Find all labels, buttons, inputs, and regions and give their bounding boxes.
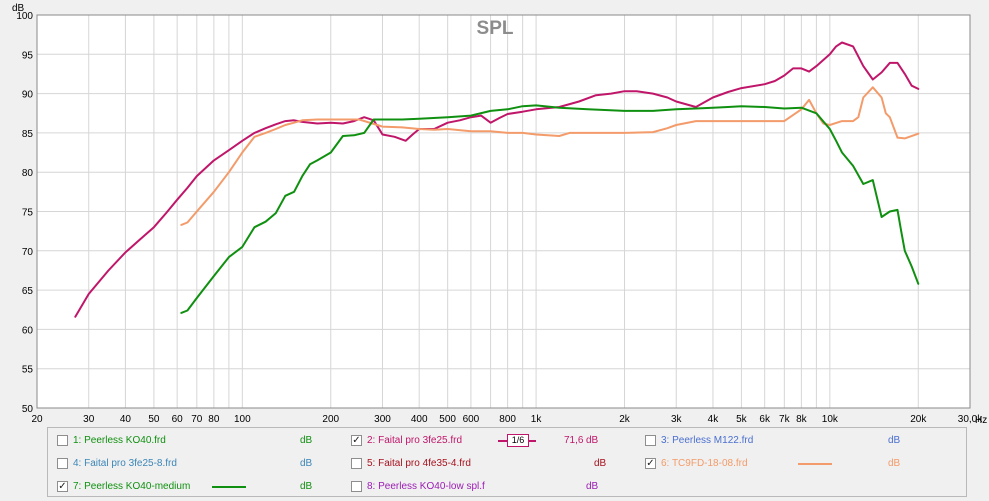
y-axis-ticks: 50 55 60 65 70 75 80 85 90 95 100 <box>16 11 33 415</box>
x-tick-label: 300 <box>374 414 391 425</box>
x-tick-label: 20k <box>910 414 927 425</box>
x-tick-label: 1k <box>531 414 543 425</box>
x-axis-ticks: 20 30 40 50 60 70 80 100 200 300 400 500 600 800 1k 2k 3… <box>31 414 983 425</box>
x-tick-label: 4k <box>708 414 720 425</box>
x-tick-label: 200 <box>322 414 339 425</box>
series-line-3 <box>180 104 920 314</box>
x-tick-label: 2k <box>619 414 631 425</box>
y-tick-label: 80 <box>22 168 34 179</box>
legend-item-7[interactable]: ✓ 7: Peerless KO40-medium dB <box>57 480 327 494</box>
y-tick-label: 90 <box>22 90 34 101</box>
x-tick-label: 800 <box>499 414 516 425</box>
legend-label-6: 6: TC9FD-18-08.frd <box>661 458 748 469</box>
y-tick-label: 70 <box>22 247 34 258</box>
legend-checkbox-5[interactable] <box>351 458 362 469</box>
legend-checkbox-8[interactable] <box>351 481 362 492</box>
x-tick-label: 80 <box>208 414 220 425</box>
legend-unit-8: dB <box>586 481 599 492</box>
x-tick-label: 30 <box>83 414 95 425</box>
x-tick-label: 30,0k <box>958 414 983 425</box>
legend-checkbox-6[interactable]: ✓ <box>645 458 656 469</box>
legend-checkbox-2[interactable]: ✓ <box>351 435 362 446</box>
legend-unit-2: dB <box>586 435 599 446</box>
legend-checkbox-3[interactable] <box>645 435 656 446</box>
legend-label-7: 7: Peerless KO40-medium <box>73 481 191 492</box>
x-tick-label: 60 <box>172 414 184 425</box>
legend-item-3[interactable]: 3: Peerless M122.frd dB <box>645 434 925 448</box>
legend-checkbox-1[interactable] <box>57 435 68 446</box>
legend-label-1: 1: Peerless KO40.frd <box>73 435 166 446</box>
x-tick-label: 8k <box>796 414 808 425</box>
x-tick-label: 70 <box>191 414 203 425</box>
legend-label-8: 8: Peerless KO40-low spl.f <box>367 481 485 492</box>
chart-title: SPL <box>477 18 514 39</box>
x-tick-label: 3k <box>671 414 683 425</box>
x-tick-label: 10k <box>822 414 839 425</box>
y-tick-label: 95 <box>22 50 34 61</box>
legend-item-5[interactable]: 5: Faital pro 4fe35-4.frd dB <box>351 457 631 471</box>
legend-unit-7: dB <box>300 481 313 492</box>
series-line-2 <box>180 86 920 226</box>
spl-chart: 50 55 60 65 70 75 80 85 90 95 100 20 30 40 50 60 70 80 10… <box>12 3 987 426</box>
legend-label-4: 4: Faital pro 3fe25-8.frd <box>73 458 177 469</box>
legend-unit-4: dB <box>300 458 313 469</box>
smoothing-selector[interactable]: 1/6 <box>507 434 529 447</box>
x-tick-label: 100 <box>234 414 251 425</box>
y-tick-label: 85 <box>22 129 34 140</box>
x-axis-unit: Hz <box>975 415 987 426</box>
x-tick-label: 20 <box>31 414 43 425</box>
legend-checkbox-4[interactable] <box>57 458 68 469</box>
x-tick-label: 50 <box>148 414 160 425</box>
x-tick-label: 7k <box>779 414 791 425</box>
y-tick-label: 55 <box>22 365 34 376</box>
legend-item-1[interactable]: 1: Peerless KO40.frd dB <box>57 434 327 448</box>
series-line-1 <box>74 41 920 318</box>
x-tick-label: 6k <box>759 414 771 425</box>
legend-unit-5: dB <box>594 458 607 469</box>
legend-value-2: 71,6 <box>564 435 584 446</box>
series-lines <box>74 41 920 318</box>
legend-item-8[interactable]: 8: Peerless KO40-low spl.f dB <box>351 480 631 494</box>
y-tick-label: 60 <box>22 325 34 336</box>
legend-unit-6: dB <box>888 458 901 469</box>
legend-label-2: 2: Faital pro 3fe25.frd <box>367 435 463 446</box>
legend-line-7 <box>212 486 246 488</box>
y-tick-label: 100 <box>16 11 33 22</box>
x-tick-label: 5k <box>736 414 748 425</box>
legend-line-6 <box>798 463 832 465</box>
legend-label-5: 5: Faital pro 4fe35-4.frd <box>367 458 471 469</box>
x-tick-label: 40 <box>120 414 132 425</box>
chart-grid <box>37 15 970 408</box>
legend-item-6[interactable]: ✓ 6: TC9FD-18-08.frd dB <box>645 457 925 471</box>
y-tick-label: 75 <box>22 208 34 219</box>
legend-checkbox-7[interactable]: ✓ <box>57 481 68 492</box>
plot-frame <box>36 14 971 409</box>
legend-item-2[interactable]: ✓ 2: Faital pro 3fe25.frd 1/6 71,6 dB <box>351 434 631 448</box>
y-tick-label: 65 <box>22 286 34 297</box>
y-axis-label: dB <box>12 3 25 14</box>
x-tick-label: 600 <box>463 414 480 425</box>
y-tick-label: 50 <box>22 404 34 415</box>
legend-panel: 1: Peerless KO40.frd dB ✓ 2: Faital pro … <box>47 427 967 497</box>
x-tick-label: 400 <box>411 414 428 425</box>
legend-unit-3: dB <box>888 435 901 446</box>
legend-item-4[interactable]: 4: Faital pro 3fe25-8.frd dB <box>57 457 327 471</box>
legend-unit-1: dB <box>300 435 313 446</box>
x-tick-label: 500 <box>439 414 456 425</box>
legend-label-3: 3: Peerless M122.frd <box>661 435 754 446</box>
